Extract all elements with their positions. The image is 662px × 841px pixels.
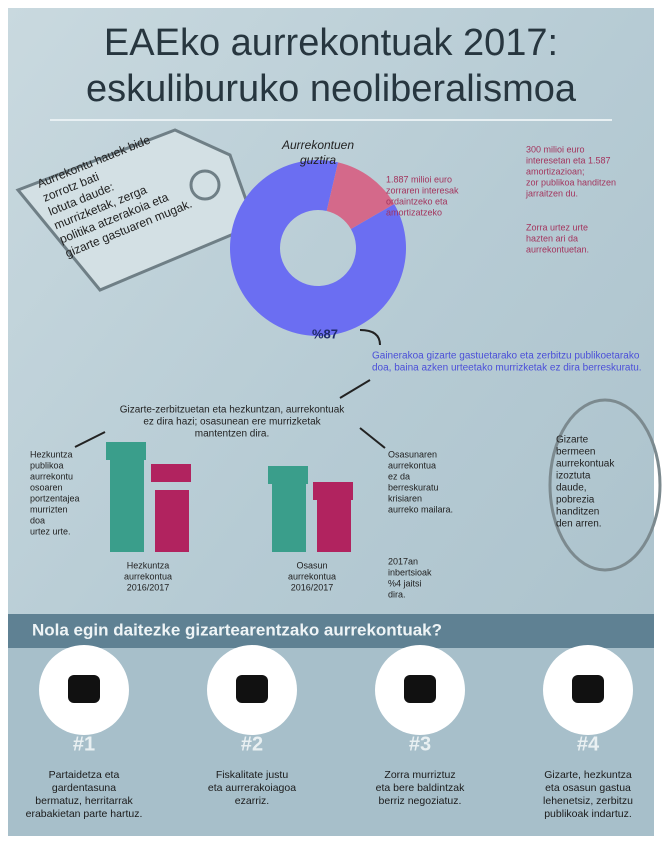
tag-shape [15, 128, 257, 292]
tag-hole [189, 169, 221, 201]
circle-note: Gizarte [556, 435, 589, 446]
proposal-text: berriz negoziatuz. [379, 795, 462, 807]
left-note: urtez urte. [30, 526, 71, 536]
proposal-number: #1 [73, 733, 95, 755]
icon [68, 675, 100, 703]
proposal-number: #2 [241, 733, 263, 755]
right-bottom: %4 jaitsi [388, 578, 422, 588]
proposal-text: publikoak indartuz. [544, 808, 632, 820]
right-bottom: inbertsioak [388, 567, 432, 577]
proposal-number: #4 [577, 733, 600, 755]
circle-note: izoztuta [556, 471, 591, 482]
intro: mantentzen dira. [195, 429, 270, 440]
bar-caption: 2016/2017 [127, 582, 170, 592]
right-note: berreskuratu [388, 482, 439, 492]
left-note: Hezkuntza [30, 449, 73, 459]
pink-note: amortizatzeko [386, 207, 442, 217]
right-note: aurrekontua [388, 460, 436, 470]
bar-caption: Osasun [296, 560, 327, 570]
icon [404, 675, 436, 703]
proposal-text: Partaidetza eta [49, 769, 120, 781]
bar-badge [268, 466, 308, 484]
circle-note: handitzen [556, 507, 599, 518]
left-note: portzentajea [30, 493, 80, 503]
right-note: ez da [388, 471, 410, 481]
bar-caption: 2016/2017 [291, 582, 334, 592]
circle-note: den arren. [556, 519, 602, 530]
arrow [339, 379, 371, 399]
proposal-text: erabakietan parte hartuz. [26, 808, 143, 820]
arrow [359, 329, 381, 346]
left-note: osoaren [30, 482, 63, 492]
blue-note: doa, baina azken urteetako murrizketak e… [372, 363, 642, 374]
proposal-text: eta bere baldintzak [376, 782, 465, 794]
pink-side: zor publikoa handitzen [526, 177, 616, 187]
blue-note: Gainerakoa gizarte gastuetarako eta zerb… [372, 351, 640, 362]
bar-caption: aurrekontua [288, 571, 336, 581]
pink-side: 300 milioi euro [526, 144, 585, 154]
proposal-text: lehenetsiz, zerbitzu [543, 795, 633, 807]
proposal-text: Zorra murriztuz [384, 769, 455, 781]
proposal-text: Gizarte, hezkuntza [544, 769, 632, 781]
donut-label: guztira [300, 153, 336, 167]
bars [106, 442, 353, 552]
title: EAEko aurrekontuak 2017: [104, 22, 558, 64]
section-band [8, 614, 654, 648]
pink-note: 1.887 milioi euro [386, 174, 452, 184]
proposal-text: eta osasun gastua [545, 782, 631, 794]
right-bottom: 2017an [388, 556, 418, 566]
circle-note: aurrekontuak [556, 459, 615, 470]
pink-side: amortizazioan; [526, 166, 585, 176]
pink-note: zorraren interesak [386, 185, 459, 195]
arrow [74, 427, 386, 449]
bar-caption: aurrekontua [124, 571, 172, 581]
proposal-text: eta aurrerakoiagoa [208, 782, 296, 794]
circle-note: pobrezia [556, 495, 595, 506]
proposal-text: gardentasuna [52, 782, 116, 794]
bar-caption: Hezkuntza [127, 560, 170, 570]
left-note: murrizten [30, 504, 68, 514]
right-note: aurreko mailara. [388, 504, 453, 514]
pink-side: hazten ari da [526, 233, 578, 243]
right-bottom: dira. [388, 589, 406, 599]
intro: ez dira hazi; osasunean ere murrizketak [143, 417, 321, 428]
pink-side: aurrekontuetan. [526, 244, 589, 254]
bar [110, 460, 144, 552]
bar [272, 484, 306, 552]
section-heading: Nola egin daitezke gizartearentzako aurr… [32, 620, 442, 639]
pink-side: Zorra urtez urte [526, 222, 588, 232]
donut-value-label: %87 [312, 326, 338, 341]
proposal-number: #3 [409, 733, 431, 755]
bar [317, 500, 351, 552]
title: eskuliburuko neoliberalismoa [86, 68, 577, 110]
bar [155, 490, 189, 552]
circle-note: daude, [556, 483, 587, 494]
donut-segment [230, 159, 406, 336]
icon [236, 675, 268, 703]
note-circle [548, 398, 662, 572]
left-note: aurrekontu [30, 471, 73, 481]
bar-badge [313, 482, 353, 500]
bar-badge [106, 442, 146, 460]
bar-badge [151, 464, 191, 482]
donut-label: Aurrekontuen [281, 138, 354, 152]
intro: Gizarte-zerbitzuetan eta hezkuntzan, aur… [120, 405, 346, 416]
pink-note: ordaintzeko eta [386, 196, 448, 206]
circle-note: bermeen [556, 447, 595, 458]
left-note: publikoa [30, 460, 64, 470]
left-note: doa [30, 515, 45, 525]
icon [572, 675, 604, 703]
pink-side: interesetan eta 1.587 [526, 155, 611, 165]
proposal-text: ezarriz. [235, 795, 269, 807]
right-note: krisiaren [388, 493, 422, 503]
pink-side: jarraitzen du. [525, 188, 578, 198]
donut-segment [326, 162, 395, 229]
right-note: Osasunaren [388, 449, 437, 459]
icons [39, 645, 633, 735]
proposal-text: bermatuz, herritarrak [35, 795, 133, 807]
proposal-text: Fiskalitate justu [216, 769, 289, 781]
